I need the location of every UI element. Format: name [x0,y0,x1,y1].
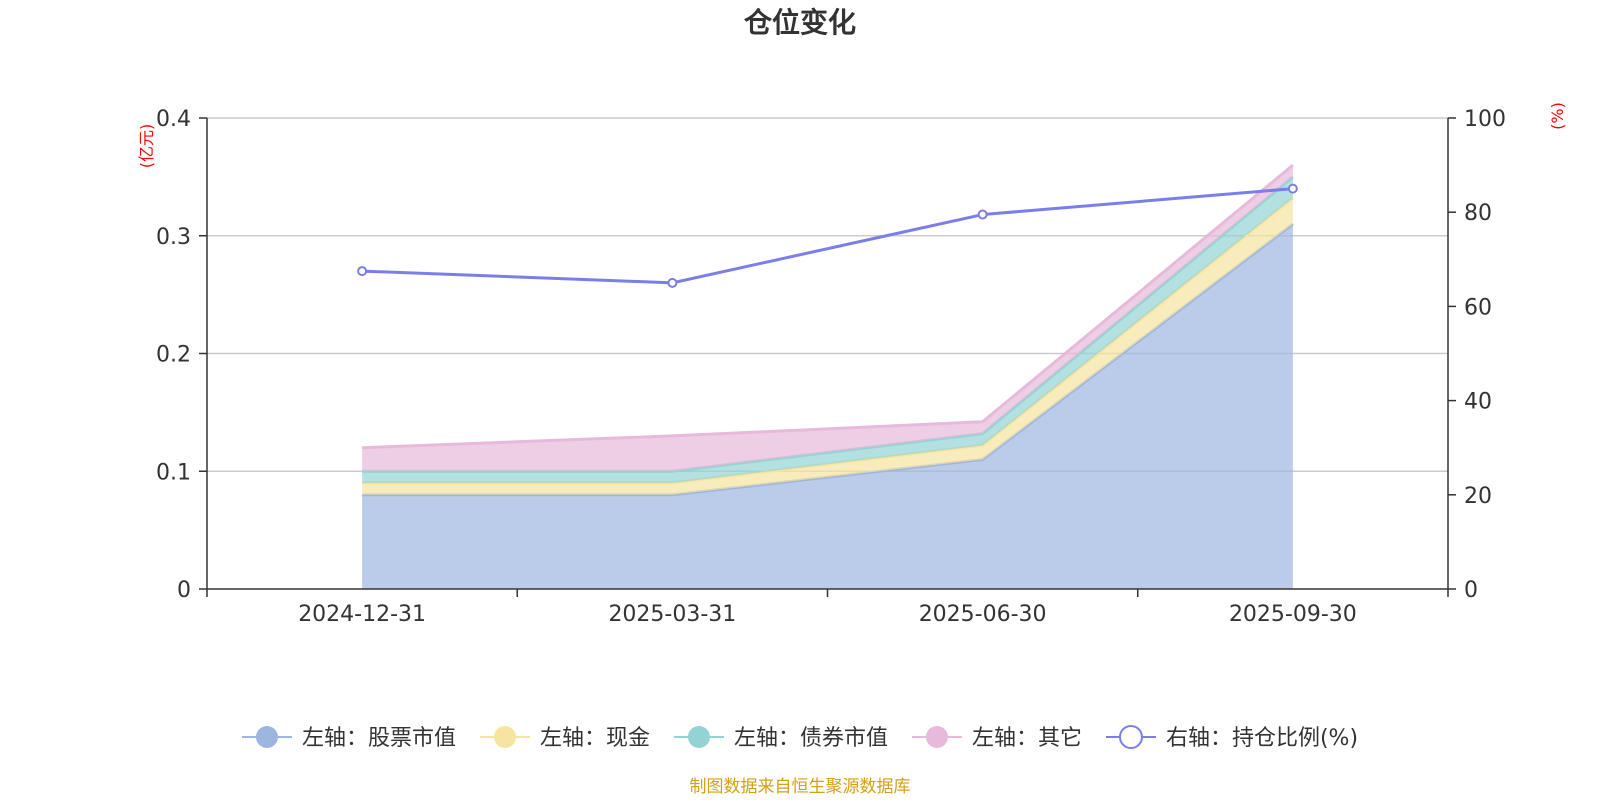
legend-item[interactable]: 左轴：股票市值 [241,726,456,751]
legend-marker [255,726,278,748]
legend-label: 右轴：持仓比例(%) [1166,726,1358,751]
legend-marker [493,726,516,748]
right-axis-tick-label: 40 [1464,390,1492,415]
line-point [977,209,988,220]
right-axis-tick-label: 60 [1464,295,1492,320]
legend-item[interactable]: 左轴：债券市值 [673,726,888,751]
left-axis-tick-label: 0.2 [156,343,191,368]
left-axis-tick-label: 0.3 [156,225,191,250]
right-axis-tick-label: 20 [1464,484,1492,509]
x-axis-tick-label: 2025-06-30 [919,602,1047,627]
right-axis-tick-label: 80 [1464,201,1492,226]
line-point [1287,183,1298,194]
legend-label: 左轴：其它 [972,726,1082,751]
chart-title: 仓位变化 [744,6,856,39]
area-左轴：股票市值 [362,223,1293,589]
data-source-note: 制图数据来自恒生聚源数据库 [690,777,911,797]
line-path [362,187,1294,285]
x-axis-tick-label: 2024-12-31 [298,602,426,627]
legend-marker [1118,725,1143,749]
legend-label: 左轴：现金 [540,726,650,751]
right-axis-tick-label: 100 [1464,107,1506,132]
legend-marker [925,726,948,748]
legend-item[interactable]: 左轴：其它 [911,726,1082,751]
area-edge-左轴：其它 [362,163,1294,450]
legend-label: 左轴：股票市值 [302,726,456,751]
left-axis-tick-label: 0 [177,578,191,603]
line-point [357,266,368,277]
legend-label: 左轴：债券市值 [734,726,888,751]
legend[interactable]: 左轴：股票市值 左轴：现金 左轴：债券市值 左轴：其它 右轴：持仓比例(%) [241,725,1358,751]
left-axis-tick-label: 0.4 [156,107,191,132]
area-series [362,163,1294,589]
legend-item[interactable]: 右轴：持仓比例(%) [1105,725,1358,751]
axes: 0 0.1 0.2 0.3 0.4 0 20 40 60 80 100 2024-12-31 2025-… [156,107,1506,627]
legend-item[interactable]: 左轴：现金 [479,726,650,751]
line-series [357,183,1298,288]
line-point [667,277,678,288]
left-axis-unit: (亿元) [137,124,156,169]
right-axis-unit: (%) [1548,102,1567,130]
left-axis-tick-label: 0.1 [156,460,191,485]
legend-marker [687,726,710,748]
x-axis-tick-label: 2025-09-30 [1229,602,1357,627]
x-axis-tick-label: 2025-03-31 [608,602,736,627]
right-axis-tick-label: 0 [1464,578,1478,603]
